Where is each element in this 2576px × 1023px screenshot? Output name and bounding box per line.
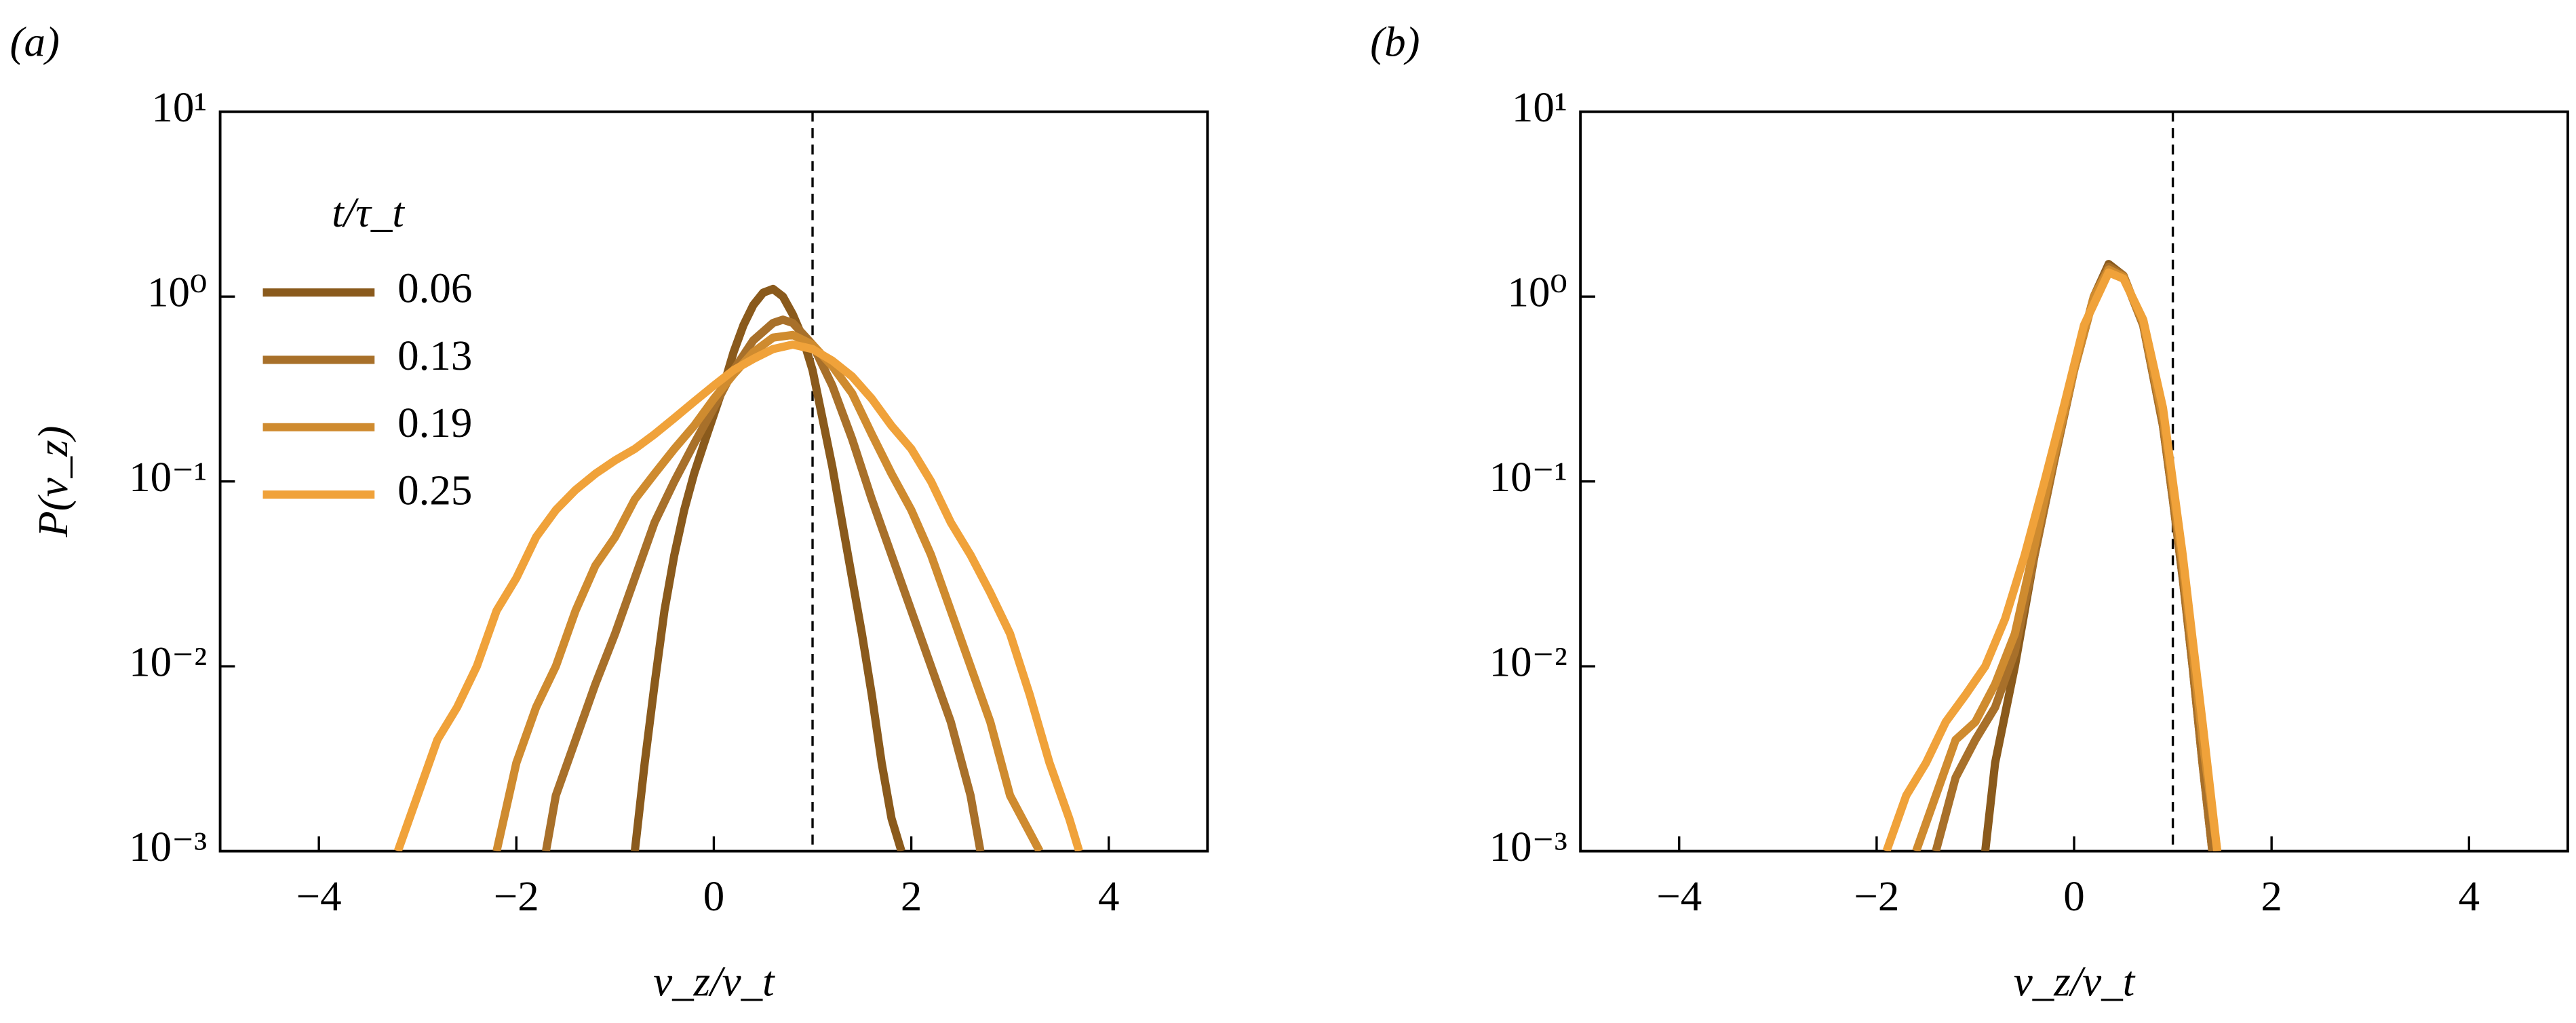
x-tick-label: 2 [901, 872, 922, 920]
y-axis-label: P(v_z) [29, 426, 77, 538]
plot-frame [1579, 110, 2569, 853]
x-tick-label: −4 [1656, 872, 1702, 920]
series-line [393, 340, 1083, 851]
y-tick-label: 10⁻² [1489, 638, 1567, 686]
x-axis-label: v_z/v_t [653, 958, 775, 1005]
legend-label: 0.25 [397, 467, 472, 514]
panel-label: (a) [10, 18, 60, 65]
x-tick-label: 4 [2459, 872, 2480, 920]
x-tick-label: 0 [2063, 872, 2084, 920]
x-axis-label: v_z/v_t [2014, 958, 2136, 1005]
x-tick-label: 2 [2261, 872, 2282, 920]
y-tick-label: 10¹ [1512, 83, 1567, 131]
legend-label: 0.19 [397, 399, 472, 446]
y-tick-label: 10⁰ [1508, 269, 1567, 316]
y-tick-label: 10¹ [151, 83, 207, 131]
y-tick-label: 10⁻³ [129, 823, 207, 870]
legend-title: t/τ_t [332, 189, 405, 236]
x-tick-label: 0 [703, 872, 724, 920]
y-tick-label: 10⁻¹ [129, 453, 207, 501]
legend-label: 0.06 [397, 265, 472, 312]
series-group [393, 284, 1083, 851]
y-tick-label: 10⁻¹ [1489, 453, 1567, 501]
series-line [492, 330, 1044, 851]
series-line [542, 315, 985, 851]
x-tick-label: −2 [494, 872, 539, 920]
panel-label: (b) [1370, 18, 1420, 65]
y-tick-label: 10⁻² [129, 638, 207, 686]
series-group [1882, 260, 2222, 851]
y-tick-label: 10⁰ [147, 269, 207, 316]
x-tick-label: 4 [1098, 872, 1119, 920]
series-line [630, 284, 905, 851]
legend-label: 0.13 [397, 332, 472, 379]
series-line [1882, 268, 2222, 851]
y-tick-label: 10⁻³ [1489, 823, 1567, 870]
x-tick-label: −4 [296, 872, 342, 920]
x-tick-label: −2 [1854, 872, 1899, 920]
